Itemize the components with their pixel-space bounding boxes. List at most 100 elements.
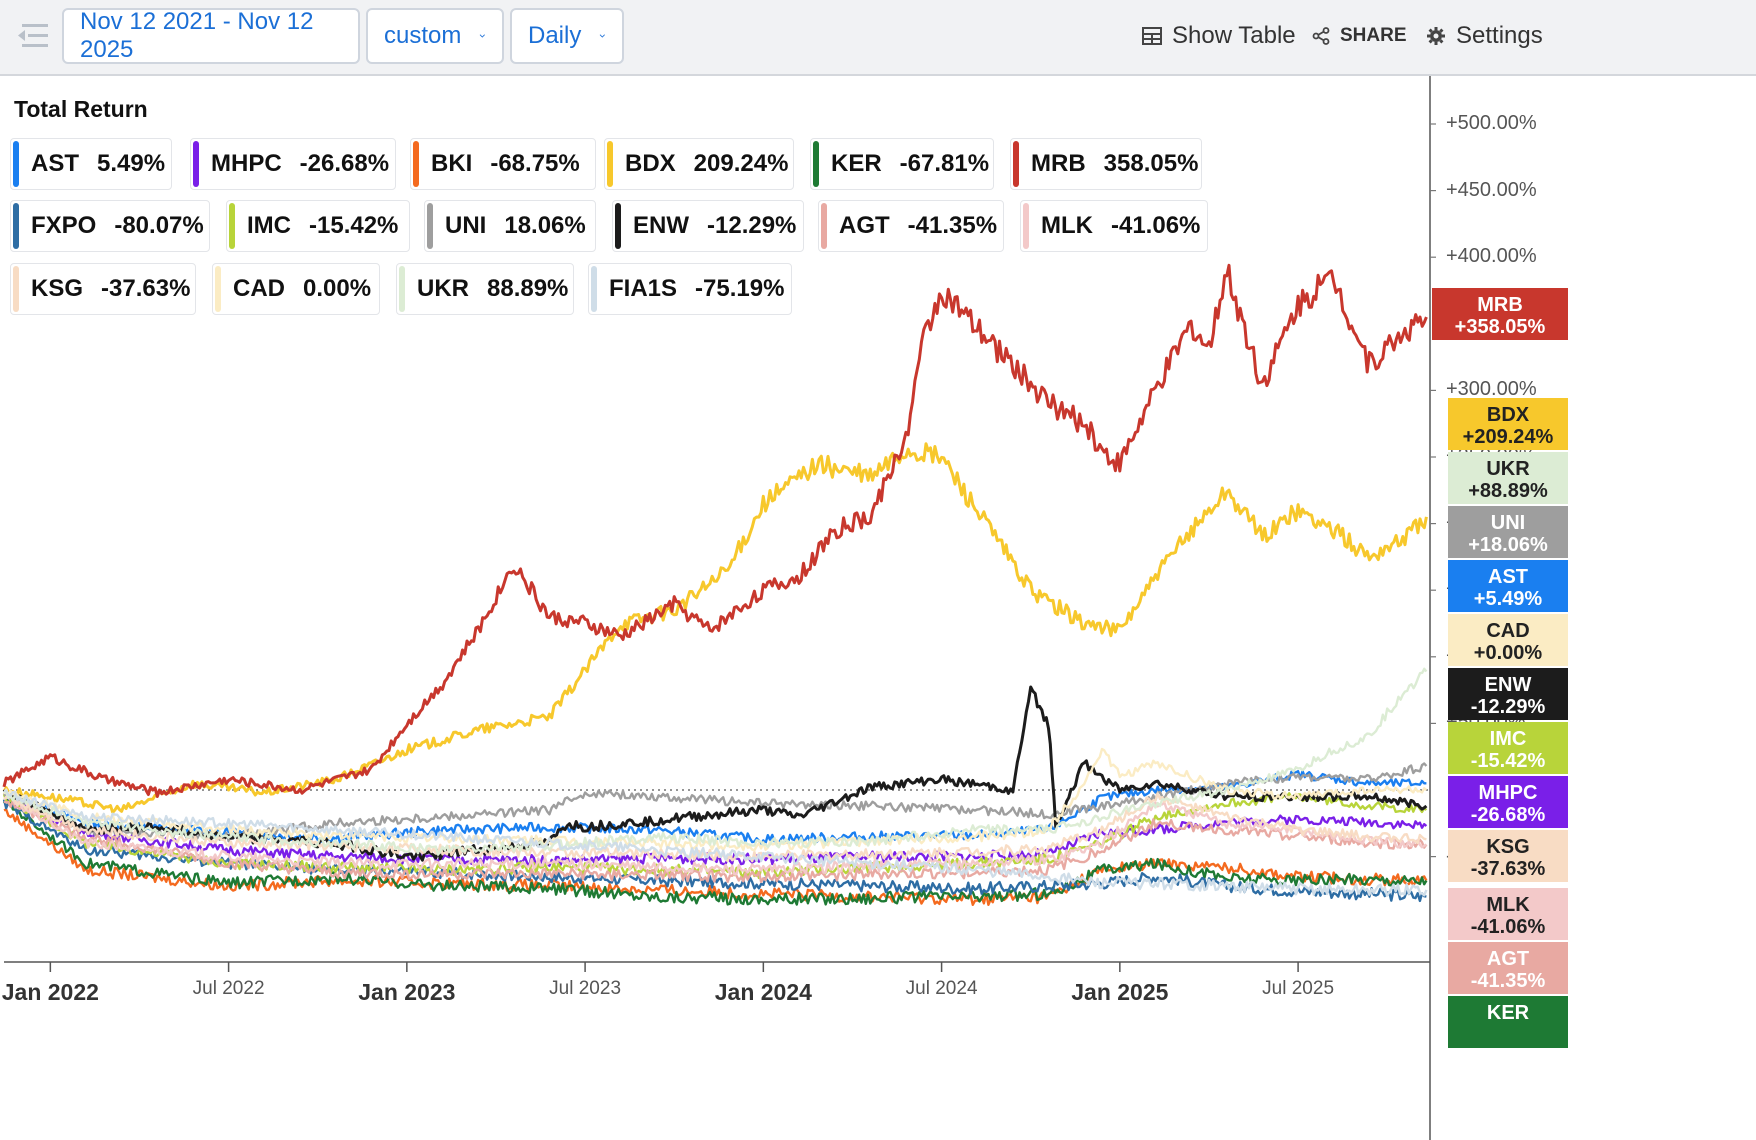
side-tag-uni: UNI +18.06% xyxy=(1448,506,1568,558)
legend-color-swatch xyxy=(13,266,19,312)
side-tag-value: -26.68% xyxy=(1470,804,1546,826)
side-tag-ticker: KER xyxy=(1486,1002,1530,1024)
chevron-down-icon xyxy=(600,34,606,38)
side-tag-imc: IMC -15.42% xyxy=(1448,722,1568,774)
legend-item-agt[interactable]: AGT -41.35% xyxy=(818,200,1004,252)
date-range-picker[interactable]: Nov 12 2021 - Nov 12 2025 xyxy=(62,8,360,64)
x-tick-label: Jan 2024 xyxy=(715,979,812,1005)
side-tag-ticker: BDX xyxy=(1486,404,1530,426)
series-line-bdx xyxy=(2,442,1428,814)
legend-ticker: BKI xyxy=(431,150,473,177)
settings-button[interactable]: Settings xyxy=(1426,20,1543,52)
chevron-down-icon xyxy=(480,34,486,38)
legend-color-swatch xyxy=(615,203,621,249)
legend-value: -26.68% xyxy=(299,150,390,177)
legend-value: 358.05% xyxy=(1103,150,1199,177)
legend-value: 88.89% xyxy=(487,275,569,302)
legend-ticker: AST xyxy=(31,150,79,177)
legend-item-ksg[interactable]: KSG -37.63% xyxy=(10,263,196,315)
side-tag-ticker: AST xyxy=(1488,566,1528,588)
legend-value: 0.00% xyxy=(303,275,372,302)
side-tag-ast: AST +5.49% xyxy=(1448,560,1568,612)
series-line-agt xyxy=(3,799,1428,883)
legend-ticker: IMC xyxy=(247,212,291,239)
legend-value: -41.06% xyxy=(1110,212,1201,239)
side-tag-ticker: UNI xyxy=(1490,512,1526,534)
legend-item-ukr[interactable]: UKR 88.89% xyxy=(396,263,574,315)
legend-value: -68.75% xyxy=(490,150,580,177)
toolbar: Nov 12 2021 - Nov 12 2025 custom Daily S… xyxy=(0,0,1756,76)
legend-ticker: MLK xyxy=(1041,212,1093,239)
legend-item-mrb[interactable]: MRB 358.05% xyxy=(1010,138,1202,190)
show-table-label: Show Table xyxy=(1172,22,1296,49)
legend-color-swatch xyxy=(13,141,19,187)
legend-ticker: FXPO xyxy=(31,212,97,239)
side-tag-ticker: MLK xyxy=(1486,894,1530,916)
series-line-ksg xyxy=(3,792,1427,863)
legend-ticker: KSG xyxy=(31,275,84,302)
legend-item-mlk[interactable]: MLK -41.06% xyxy=(1020,200,1208,252)
side-tag-value: +88.89% xyxy=(1468,480,1548,502)
legend-item-fia1s[interactable]: FIA1S -75.19% xyxy=(588,263,792,315)
x-tick-label: Jul 2023 xyxy=(549,978,621,999)
series-line-mlk xyxy=(3,795,1427,876)
y-tick-label: +400.00% xyxy=(1446,245,1537,268)
y-tick-label: +500.00% xyxy=(1446,112,1537,134)
legend-item-uni[interactable]: UNI 18.06% xyxy=(424,200,596,252)
y-tick-label: +300.00% xyxy=(1446,378,1537,401)
legend-item-ast[interactable]: AST 5.49% xyxy=(10,138,172,190)
x-tick-label: Jan 2025 xyxy=(1071,979,1168,1005)
side-tag-ticker: ENW xyxy=(1484,674,1532,696)
legend-ticker: KER xyxy=(831,150,882,177)
side-tag-ticker: MRB xyxy=(1477,294,1523,316)
legend-color-swatch xyxy=(821,203,827,249)
legend-ticker: FIA1S xyxy=(609,275,678,302)
legend-item-fxpo[interactable]: FXPO -80.07% xyxy=(10,200,210,252)
legend-value: -12.29% xyxy=(707,212,797,239)
legend-color-swatch xyxy=(813,141,819,187)
share-button[interactable]: SHARE xyxy=(1312,20,1407,52)
interval-dropdown[interactable]: Daily xyxy=(510,8,624,64)
legend-color-swatch xyxy=(1013,141,1019,187)
x-tick-label: Jan 2022 xyxy=(2,979,99,1005)
show-table-button[interactable]: Show Table xyxy=(1142,20,1296,52)
side-tag-value: -37.63% xyxy=(1470,858,1546,880)
x-tick-label: Jul 2024 xyxy=(906,978,978,999)
legend-value: -37.63% xyxy=(101,275,191,302)
side-tag-value: +0.00% xyxy=(1473,642,1543,664)
legend-value: -75.19% xyxy=(695,275,785,302)
settings-label: Settings xyxy=(1456,22,1543,49)
x-tick-label: Jul 2025 xyxy=(1262,978,1334,999)
side-tag-ticker: AGT xyxy=(1486,948,1530,970)
legend-color-swatch xyxy=(215,266,221,312)
legend-ticker: UKR xyxy=(417,275,469,302)
legend-item-ker[interactable]: KER -67.81% xyxy=(810,138,994,190)
legend-value: -41.35% xyxy=(907,212,998,239)
legend-item-cad[interactable]: CAD 0.00% xyxy=(212,263,380,315)
legend-item-imc[interactable]: IMC -15.42% xyxy=(226,200,410,252)
range-type-dropdown[interactable]: custom xyxy=(366,8,504,64)
series-line-mrb xyxy=(2,263,1428,798)
legend-ticker: CAD xyxy=(233,275,285,302)
gear-icon xyxy=(1427,27,1445,45)
legend-item-bdx[interactable]: BDX 209.24% xyxy=(604,138,794,190)
legend-value: -67.81% xyxy=(899,150,990,177)
legend-color-swatch xyxy=(607,141,613,187)
legend-item-mhpc[interactable]: MHPC -26.68% xyxy=(190,138,396,190)
side-tag-value: +5.49% xyxy=(1473,588,1543,610)
side-tag-value: +18.06% xyxy=(1468,534,1548,556)
side-tag-mlk: MLK -41.06% xyxy=(1448,888,1568,940)
legend-item-enw[interactable]: ENW -12.29% xyxy=(612,200,804,252)
legend-color-swatch xyxy=(427,203,433,249)
side-tag-enw: ENW -12.29% xyxy=(1448,668,1568,720)
side-tag-value: -15.42% xyxy=(1470,750,1546,772)
legend-item-bki[interactable]: BKI -68.75% xyxy=(410,138,596,190)
collapse-menu-icon[interactable] xyxy=(14,16,54,56)
side-tag-ker: KER xyxy=(1448,996,1568,1048)
legend-ticker: UNI xyxy=(445,212,487,239)
legend-ticker: BDX xyxy=(625,150,676,177)
side-tag-bdx: BDX +209.24% xyxy=(1448,398,1568,450)
legend-ticker: ENW xyxy=(633,212,689,239)
date-range-label: Nov 12 2021 - Nov 12 2025 xyxy=(80,8,314,63)
